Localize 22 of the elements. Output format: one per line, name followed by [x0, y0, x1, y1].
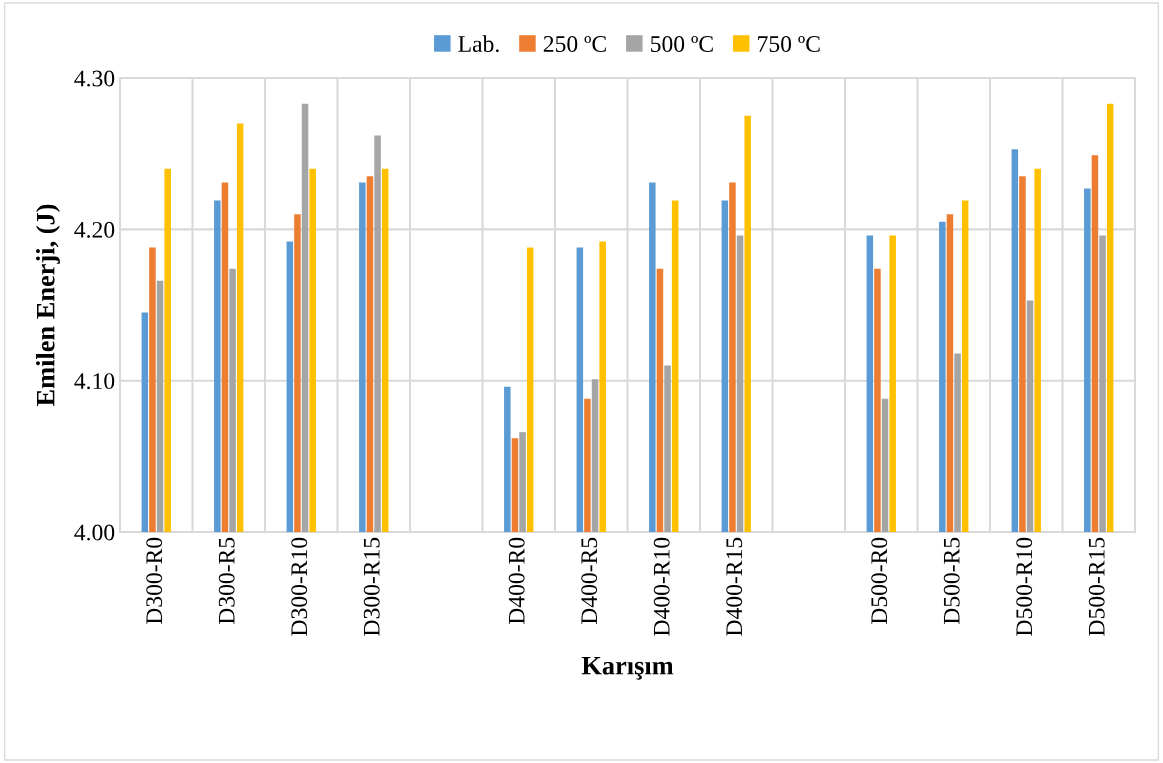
x-tick-label: D300-R10	[291, 537, 308, 636]
y-axis-title: Emilen Enerji, (J)	[36, 204, 60, 407]
legend-label: Lab.	[458, 35, 499, 53]
y-tick-label: 4.00	[74, 524, 115, 541]
x-axis-title: Karışım	[581, 657, 674, 680]
x-tick-label: D500-R0	[871, 537, 888, 625]
x-tick-label: D400-R15	[726, 537, 743, 636]
x-tick-label: D400-R0	[508, 537, 525, 625]
y-tick-label: 4.10	[74, 373, 115, 390]
legend-label: 250 ºC	[543, 36, 606, 52]
x-tick-label: D400-R10	[653, 537, 670, 636]
y-tick-label: 4.20	[74, 221, 115, 238]
x-tick-label: D500-R15	[1088, 537, 1105, 636]
x-tick-label: D300-R5	[218, 537, 235, 625]
legend-label: 750 ºC	[758, 36, 820, 52]
x-tick-label: D300-R15	[363, 537, 380, 636]
x-tick-label: D500-R10	[1016, 537, 1033, 636]
legend-label: 500 ºC	[651, 36, 713, 52]
y-tick-label: 4.30	[74, 70, 115, 87]
x-tick-label: D400-R5	[581, 537, 598, 625]
x-tick-label: D500-R5	[943, 537, 960, 625]
x-tick-label: D300-R0	[146, 537, 163, 625]
